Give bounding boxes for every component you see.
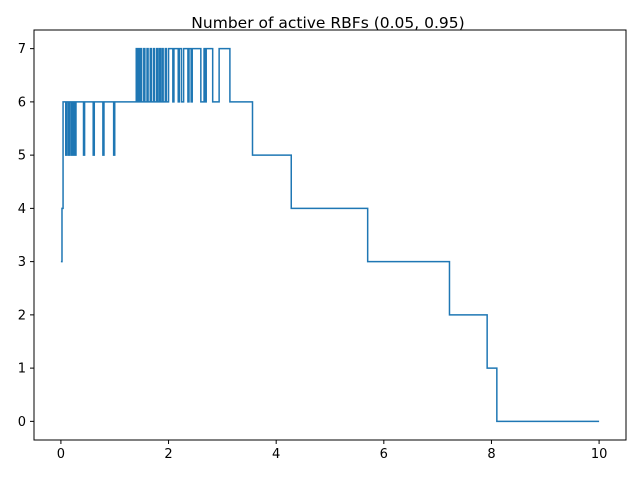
x-tick-label: 2 bbox=[164, 447, 172, 462]
series-line-0 bbox=[60, 47, 600, 423]
y-tick-label: 5 bbox=[18, 149, 26, 164]
plot-area bbox=[60, 47, 600, 423]
y-tick-label: 0 bbox=[18, 415, 26, 430]
y-tick-label: 1 bbox=[18, 362, 26, 377]
x-axis: 0 2 4 6 8 10 bbox=[57, 440, 608, 462]
y-tick-label: 4 bbox=[18, 202, 26, 217]
axes-frame bbox=[33, 29, 627, 441]
y-tick-label: 3 bbox=[18, 255, 26, 270]
x-tick-label: 4 bbox=[272, 447, 280, 462]
y-tick-label: 2 bbox=[18, 308, 26, 323]
chart-title: Number of active RBFs (0.05, 0.95) bbox=[191, 14, 464, 32]
y-tick-label: 6 bbox=[18, 95, 26, 110]
y-tick-label: 7 bbox=[18, 42, 26, 57]
y-axis: 0 1 2 3 4 5 6 7 bbox=[18, 42, 34, 430]
x-tick-label: 10 bbox=[591, 447, 608, 462]
x-tick-label: 0 bbox=[57, 447, 65, 462]
x-tick-label: 8 bbox=[487, 447, 495, 462]
x-tick-label: 6 bbox=[380, 447, 388, 462]
